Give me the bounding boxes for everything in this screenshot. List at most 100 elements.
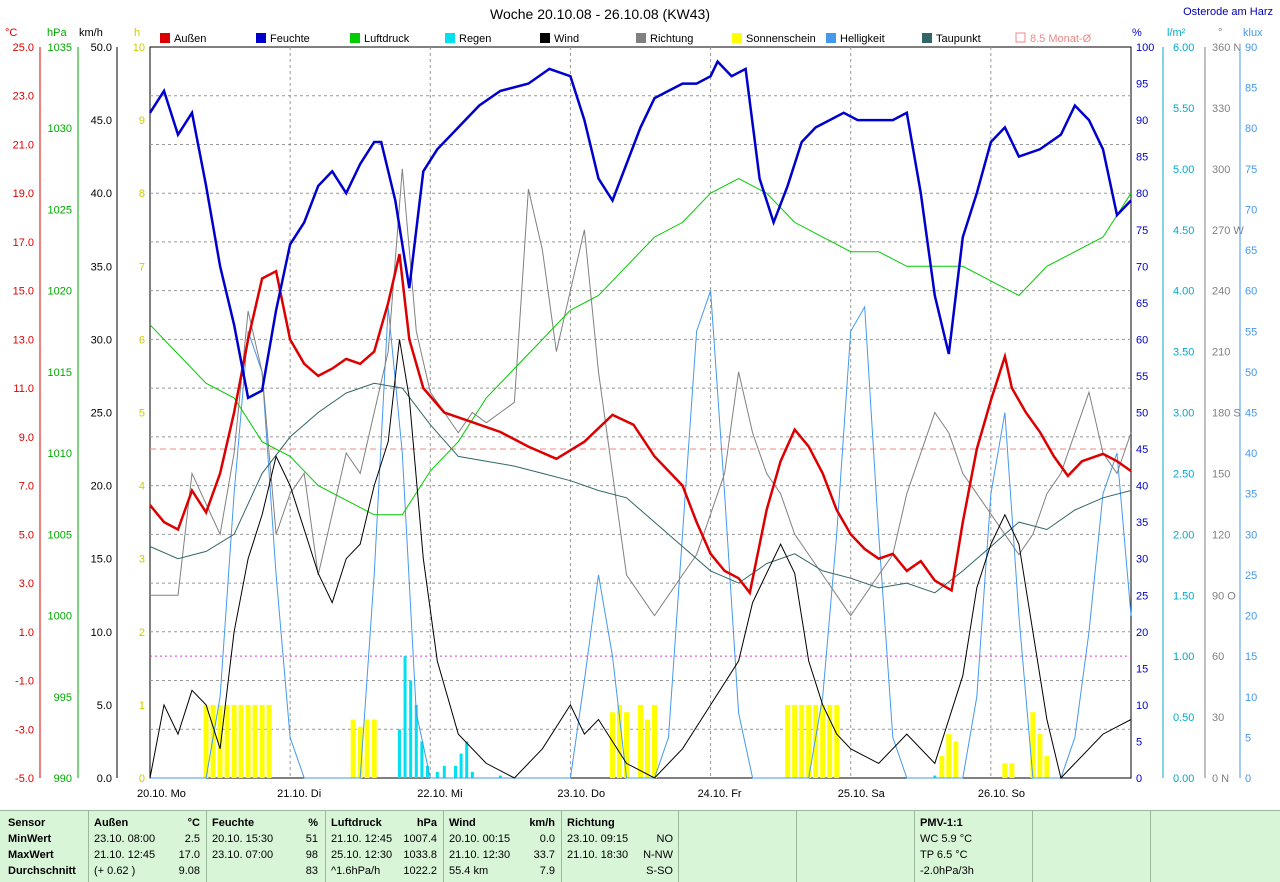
pressure-tick-label: 1025	[48, 204, 72, 216]
legend-label: Richtung	[650, 33, 693, 45]
legend-swatch	[922, 33, 932, 43]
sun-tick-label: 8	[139, 188, 145, 200]
wind-tick-label: 50.0	[91, 42, 112, 54]
pressure-tick-label: 1010	[48, 448, 72, 460]
rain-tick-label: 5.00	[1173, 164, 1194, 176]
legend-swatch	[636, 33, 646, 43]
sonnenschein-bar	[609, 712, 615, 778]
temp-unit: °C	[5, 27, 17, 39]
humidity-tick-label: 45	[1136, 444, 1148, 456]
sonnenschein-bar	[806, 704, 812, 778]
sun-unit: h	[134, 27, 140, 39]
legend-swatch	[1015, 32, 1026, 43]
light-tick-label: 70	[1245, 204, 1257, 216]
wind-tick-label: 30.0	[91, 334, 112, 346]
sun-tick-label: 7	[139, 261, 145, 273]
series-line-taupunkt	[149, 382, 1132, 594]
temp-tick-label: 17.0	[13, 237, 34, 249]
sonnenschein-bar	[623, 712, 629, 778]
sonnenschein-bar	[217, 704, 223, 778]
footer-luftdruck-col: Luftdruck hPa 21.10. 12:45 1007.4 25.10. 1…	[331, 815, 437, 881]
feuchte-avg-val: 83	[305, 865, 318, 877]
feuchte-min-time: 20.10. 15:30	[212, 833, 274, 845]
wind-tick-label: 10.0	[91, 627, 112, 639]
temp-tick-label: 7.0	[19, 481, 34, 493]
wind-avg-note: 55.4 km	[449, 865, 489, 877]
legend-swatch	[826, 33, 836, 43]
wind-tick-label: 20.0	[91, 481, 112, 493]
wind-tick-label: 25.0	[91, 408, 112, 420]
weather-chart: Woche 20.10.08 - 26.10.08 (KW43) Osterod…	[5, 6, 1273, 800]
wind-unit-footer: km/h	[529, 817, 555, 829]
luftdruck-max-time: 25.10. 12:30	[331, 849, 393, 861]
footer-feuchte-col: Feuchte% 20.10. 15:30 51 23.10. 07:00 98 8…	[212, 815, 318, 881]
rain-tick-label: 1.50	[1173, 590, 1194, 602]
legend-swatch	[256, 33, 266, 43]
regen-bar	[933, 775, 937, 778]
temp-tick-label: 5.0	[19, 529, 34, 541]
pressure-tick-label: 1005	[48, 529, 72, 541]
humidity-tick-label: 10	[1136, 700, 1148, 712]
series-line-richtung	[150, 168, 1132, 617]
light-tick-label: 20	[1245, 611, 1257, 623]
footer-richtung-col: Richtung 23.10. 09:15 NO 21.10. 18:30 N-NW…	[567, 815, 673, 881]
feuchte-title: Feuchte	[212, 817, 255, 829]
humidity-tick-label: 25	[1136, 590, 1148, 602]
sonnenschein-bar	[266, 704, 272, 778]
wind-tick-label: 5.0	[97, 700, 112, 712]
sonnenschein-bar	[1044, 756, 1050, 778]
rain-tick-label: 4.00	[1173, 286, 1194, 298]
legend-label: Wind	[554, 33, 579, 45]
humidity-tick-label: 75	[1136, 225, 1148, 237]
aussen-min-val: 2.5	[184, 833, 200, 845]
wind-tick-label: 0.0	[97, 773, 112, 785]
temp-tick-label: 21.0	[13, 139, 34, 151]
pressure-tick-label: 1030	[48, 123, 72, 135]
sonnenschein-bar	[1002, 763, 1008, 778]
temp-tick-label: 3.0	[19, 578, 34, 590]
richtung-avg-val: S-SO	[646, 865, 673, 877]
legend-label: Regen	[459, 33, 491, 45]
footer-pmv-col: PMV-1:1 WC 5.9 °C TP 6.5 °C -2.0hPa/3h	[920, 815, 1026, 881]
sonnenschein-bar	[203, 704, 209, 778]
legend-label: 8.5 Monat-Ø	[1030, 33, 1092, 45]
temp-tick-label: 1.0	[19, 627, 34, 639]
light-tick-label: 80	[1245, 123, 1257, 135]
light-tick-label: 75	[1245, 164, 1257, 176]
wind-tick-label: 40.0	[91, 188, 112, 200]
sonnenschein-bar	[652, 704, 658, 778]
direction-unit: °	[1218, 27, 1222, 39]
wind-tick-label: 35.0	[91, 261, 112, 273]
pressure-tick-label: 1015	[48, 367, 72, 379]
temp-tick-label: 11.0	[13, 383, 34, 395]
sonnenschein-bar	[238, 704, 244, 778]
light-tick-label: 25	[1245, 570, 1257, 582]
day-label: 22.10. Mi	[417, 788, 462, 800]
light-tick-label: 5	[1245, 732, 1251, 744]
series-line-feuchte	[148, 59, 1132, 400]
pressure-tick-label: 990	[54, 773, 72, 785]
light-tick-label: 85	[1245, 83, 1257, 95]
legend-label: Taupunkt	[936, 33, 981, 45]
series-line-helligkeit	[150, 290, 1132, 779]
legend-swatch	[540, 33, 550, 43]
feuchte-unit: %	[308, 817, 318, 829]
regen-bar	[414, 704, 418, 778]
legend-swatch	[445, 33, 455, 43]
humidity-tick-label: 0	[1136, 773, 1142, 785]
regen-bar	[470, 771, 474, 778]
minwert-label: MinWert	[8, 833, 52, 845]
sonnenschein-bar	[792, 704, 798, 778]
day-label: 25.10. Sa	[838, 788, 886, 800]
light-tick-label: 0	[1245, 773, 1251, 785]
wind-title: Wind	[449, 817, 476, 829]
legend-label: Außen	[174, 33, 206, 45]
regen-bar	[420, 741, 424, 778]
humidity-tick-label: 20	[1136, 627, 1148, 639]
pmv-line2: TP 6.5 °C	[920, 849, 968, 861]
pmv-line1: WC 5.9 °C	[920, 833, 973, 845]
luftdruck-min-time: 21.10. 12:45	[331, 833, 393, 845]
richtung-min-time: 23.10. 09:15	[567, 833, 629, 845]
humidity-unit: %	[1132, 27, 1142, 39]
sonnenschein-bar	[231, 704, 237, 778]
